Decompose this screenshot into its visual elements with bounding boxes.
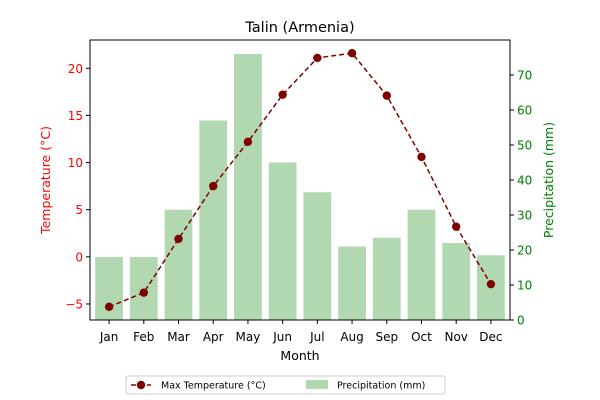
temperature-point-jan [104,302,114,312]
legend-bar-swatch [306,380,328,389]
temperature-line-group [104,48,496,312]
x-axis-tick-label-apr: Apr [203,330,224,344]
right-axis-label: Precipitation (mm) [541,122,556,238]
legend: Max Temperature (°C) Precipitation (mm) [125,375,446,395]
x-axis-tick-label-may: May [236,330,261,344]
left-axis-tick-label: 15 [68,109,83,123]
x-axis-label: Month [280,348,319,363]
left-axis-label: Temperature (°C) [38,126,53,235]
x-axis-tick-label-feb: Feb [133,330,154,344]
legend-marker-swatch [136,380,146,390]
x-axis-tick-label-jul: Jul [309,330,324,344]
x-axis-tick-label-aug: Aug [340,330,363,344]
temperature-point-mar [174,234,183,244]
right-axis-tick-label: 20 [517,244,532,258]
right-axis-tick-label: 10 [517,279,532,293]
x-axis: Jan Feb Mar Apr May Jun Jul Aug Sep Oct Nov Dec [99,320,503,344]
precipitation-bar-aug [338,246,366,320]
legend-label-temperature: Max Temperature (°C) [161,381,266,392]
precipitation-bar-nov [442,243,471,320]
left-axis-tick-label: 10 [68,156,83,170]
legend-label-precipitation: Precipitation (mm) [337,381,425,392]
x-axis-tick-label-jun: Jun [272,330,292,344]
temperature-point-nov [451,222,461,231]
precipitation-bar-apr [199,120,228,320]
temperature-line [108,52,492,308]
legend-box [125,375,446,395]
temperature-point-may [243,137,253,147]
right-axis: 0 10 20 30 40 50 60 70 [510,69,532,328]
temperature-point-sep [382,91,391,100]
left-axis-tick-label: 5 [75,203,83,217]
precipitation-bar-may [234,54,262,320]
temperature-point-oct [417,152,426,162]
temperature-point-jul [313,53,322,63]
right-axis-tick-label: 0 [517,314,525,328]
right-axis-tick-label: 30 [517,209,532,223]
precipitation-bar-mar [164,209,193,320]
temperature-point-jun [278,90,287,99]
precipitation-bars [95,54,505,320]
precipitation-bar-jul [303,192,332,320]
x-axis-tick-label-jan: Jan [99,330,119,344]
right-axis-tick-label: 70 [517,69,532,83]
temperature-point-dec [486,279,496,289]
temperature-point-feb [139,288,149,297]
temperature-point-aug [347,48,357,58]
x-axis-tick-label-sep: Sep [375,330,398,344]
right-axis-tick-label: 60 [517,104,532,118]
left-axis: −5 0 5 10 15 20 [65,62,90,311]
x-axis-tick-label-nov: Nov [444,330,467,344]
right-axis-tick-label: 40 [517,174,532,188]
temperature-point-apr [209,181,218,191]
precipitation-bar-jun [268,162,297,320]
left-axis-tick-label: 20 [68,62,83,76]
right-axis-tick-label: 50 [517,139,532,153]
left-axis-tick-label: −5 [65,297,83,311]
x-axis-tick-label-mar: Mar [167,330,190,344]
precipitation-bar-oct [407,209,436,320]
chart-title: Talin (Armenia) [244,20,354,36]
x-axis-tick-label-oct: Oct [411,330,432,344]
left-axis-tick-label: 0 [75,250,83,264]
x-axis-tick-label-dec: Dec [479,330,502,344]
precipitation-bar-sep [372,237,401,320]
